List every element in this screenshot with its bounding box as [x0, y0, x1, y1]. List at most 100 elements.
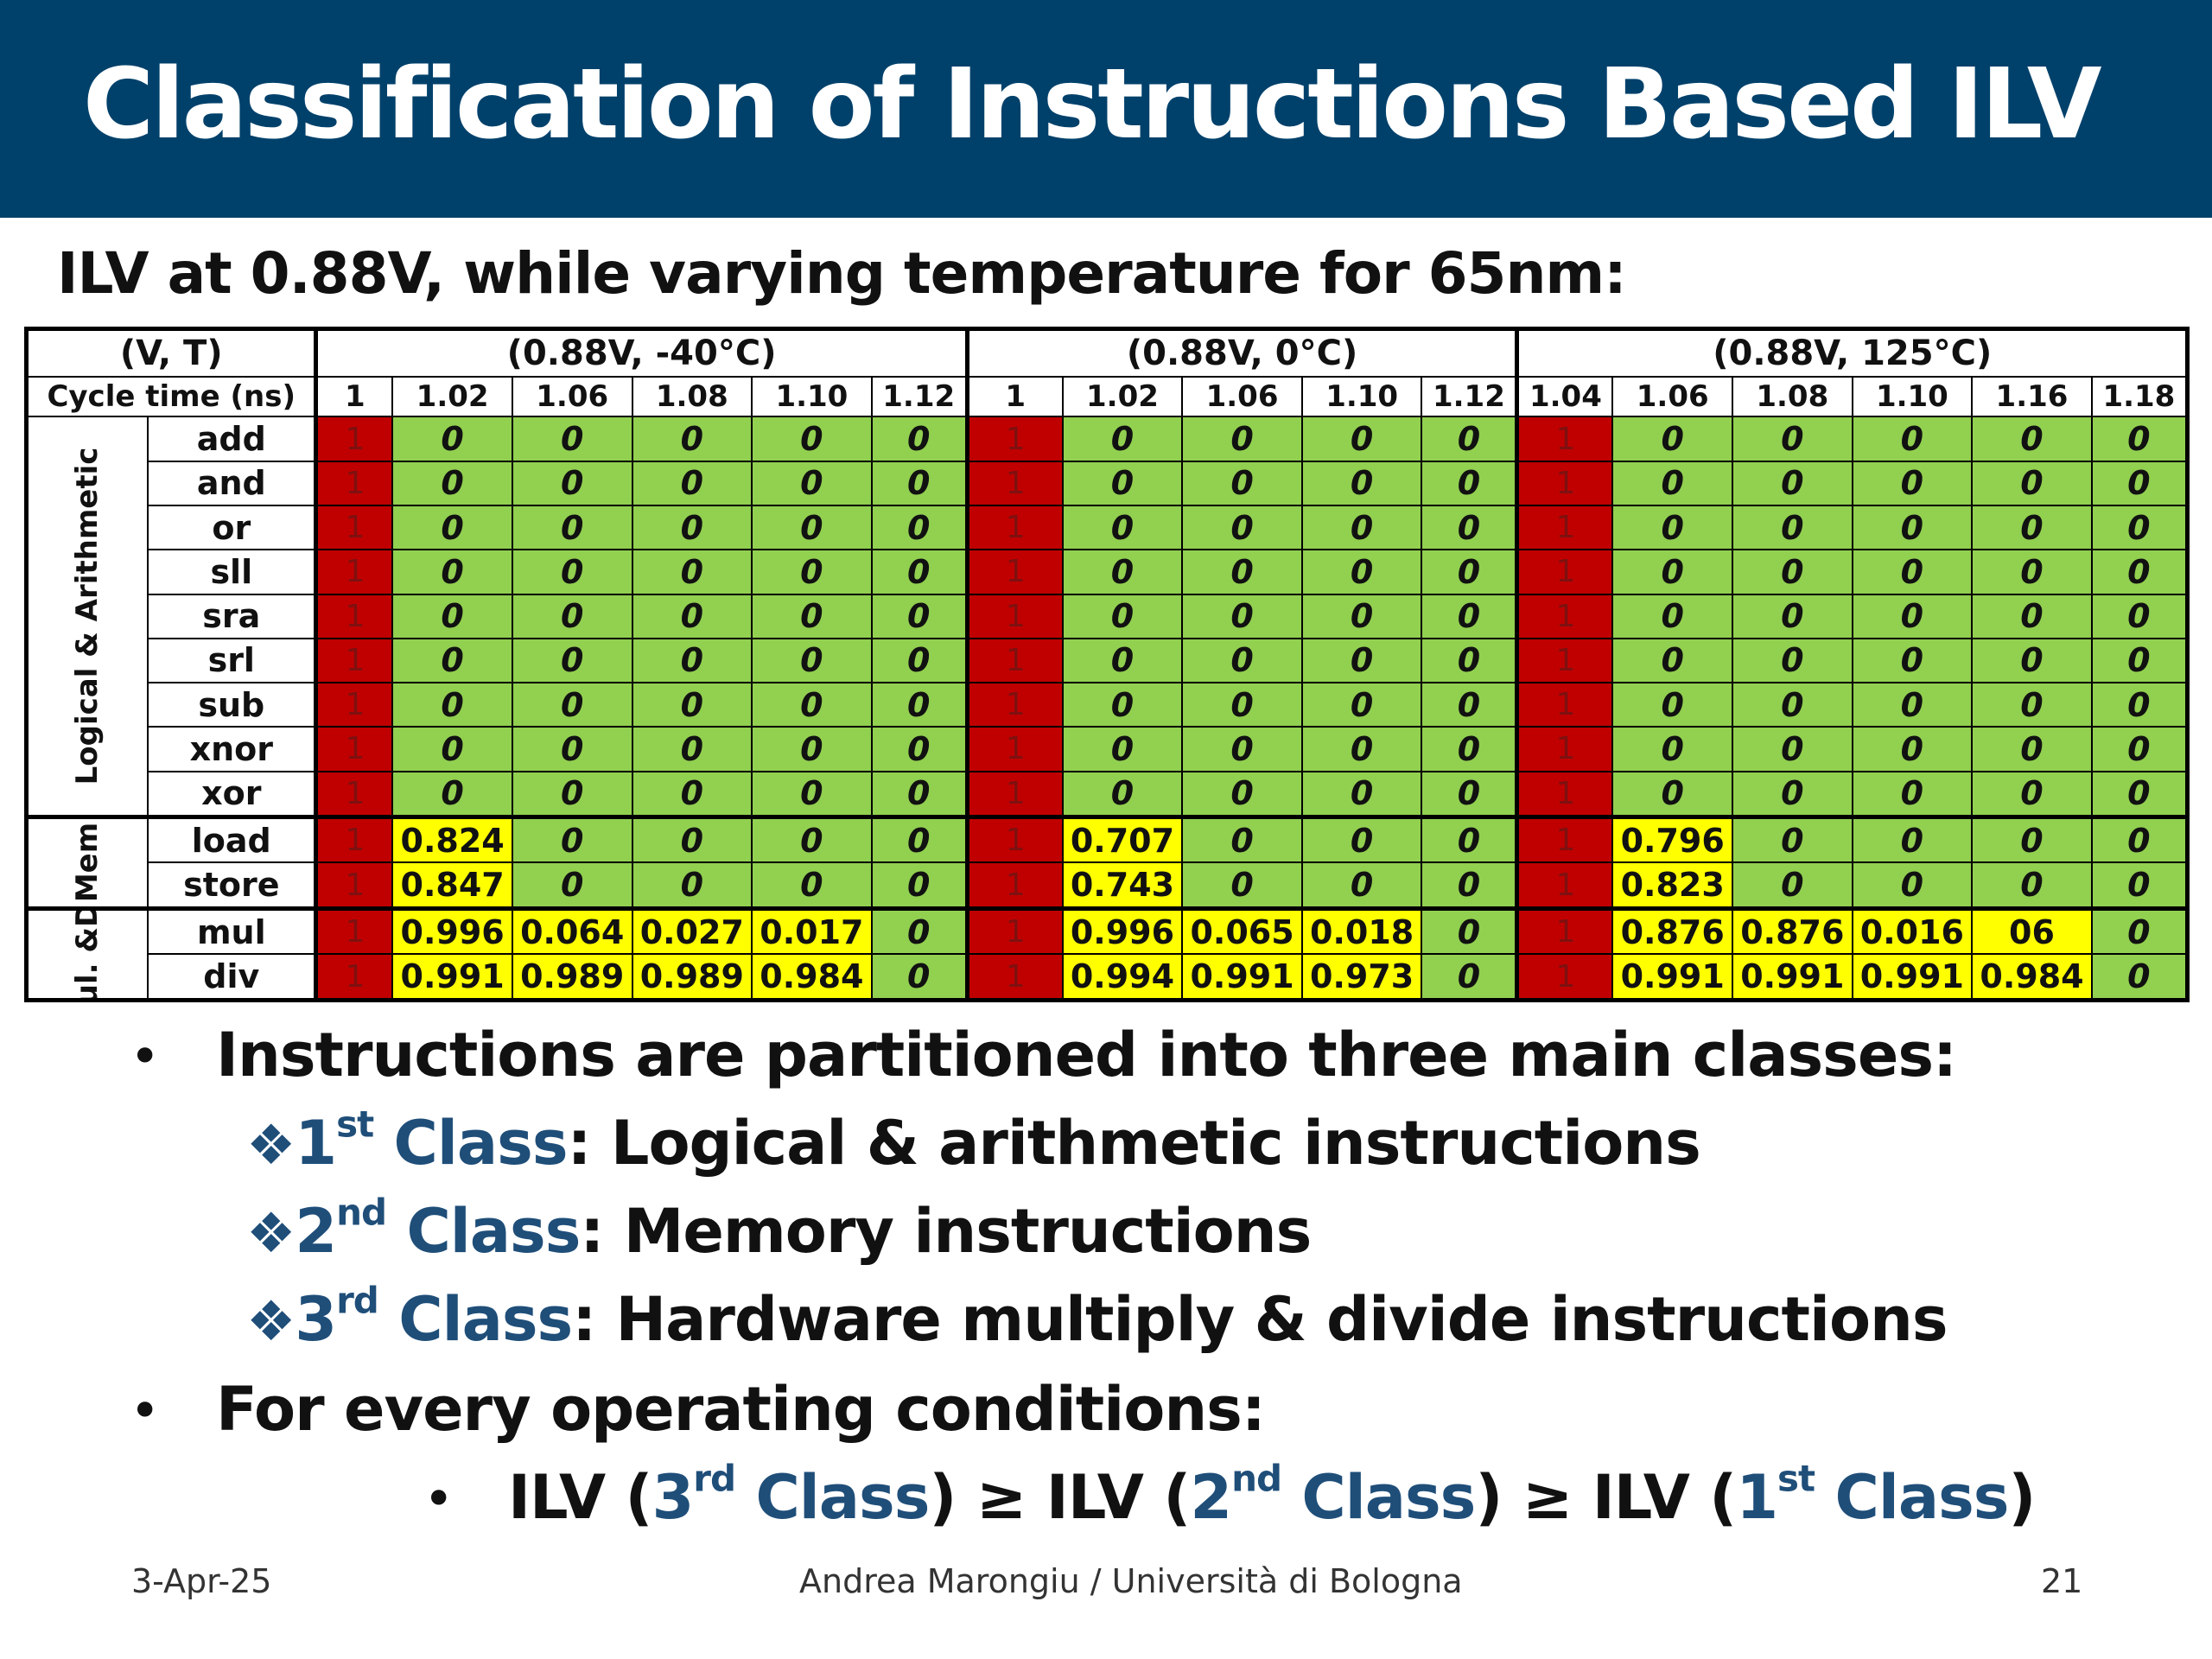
ilv-value-cell: 0 — [511, 416, 633, 462]
ilv-value-cell: 0 — [1300, 637, 1423, 684]
ilv-value-cell: 0 — [1421, 953, 1518, 1001]
cycle-time-cell: 1.02 — [1061, 375, 1184, 418]
ilv-value-cell: 0 — [2090, 861, 2189, 910]
ilv-value-cell: 0.989 — [631, 953, 753, 1001]
table-row: and 1 0 0 0 0 0 1 0 0 0 0 1 0 0 0 0 0 — [27, 460, 2189, 507]
diamond-bullet-icon: ❖ — [246, 1114, 296, 1178]
ilv-value-cell: 0 — [1851, 726, 1974, 772]
ilv-text: ILV — [1592, 1462, 1690, 1533]
ilv-value-cell: 0 — [1611, 549, 1733, 595]
ilv-value-cell: 0 — [870, 726, 969, 772]
instruction-name: load — [147, 815, 317, 864]
ilv-value-cell: 0 — [631, 726, 753, 772]
cycle-time-cell: 1.06 — [511, 375, 633, 418]
ilv-value-cell: 0 — [2090, 682, 2189, 728]
ilv-value-cell: 0 — [751, 593, 873, 639]
instruction-name: sra — [147, 593, 317, 639]
ilv-value-cell: 1 — [1515, 770, 1614, 818]
ilv-value-cell: 0 — [870, 815, 969, 864]
ilv-value-cell: 0 — [1421, 505, 1518, 551]
ilv-value-cell: 1 — [1515, 549, 1614, 595]
ilv-value-cell: 0 — [1300, 505, 1423, 551]
ilv-value-cell: 0 — [2090, 416, 2189, 462]
ilv-value-cell: 0 — [1300, 815, 1423, 864]
ilv-value-cell: 1 — [1515, 815, 1614, 864]
ilv-value-cell: 0.018 — [1300, 906, 1423, 956]
ilv-value-cell: 0.824 — [391, 815, 513, 864]
ilv-value-cell: 0 — [870, 416, 969, 462]
ilv-value-cell: 0 — [2090, 637, 2189, 684]
ilv-value-cell: 0 — [511, 861, 633, 910]
ilv-value-cell: 0 — [751, 726, 873, 772]
ilv-value-cell: 0 — [751, 815, 873, 864]
group-label-cell: Logical & Arithmetic — [25, 416, 149, 818]
cycle-time-header: Cycle time (ns) — [25, 375, 317, 418]
ilv-value-cell: 0 — [1732, 460, 1853, 507]
diamond-bullet-icon: ❖ — [246, 1202, 296, 1266]
ilv-value-cell: 0 — [1851, 682, 1974, 728]
class-word: Class — [393, 1108, 569, 1179]
ilv-value-cell: 0 — [1181, 861, 1303, 910]
class-word: Class — [755, 1462, 930, 1533]
ilv-value-cell: 0.796 — [1611, 815, 1733, 864]
ilv-value-cell: 0 — [751, 770, 873, 818]
cycle-time-cell: 1.08 — [631, 375, 753, 418]
ilv-value-cell: 06 — [1971, 906, 2093, 956]
class-ordinal: rd — [336, 1279, 379, 1322]
ilv-value-cell: 0 — [631, 861, 753, 910]
ilv-value-cell: 0 — [1971, 460, 2093, 507]
cycle-time-cell: 1 — [314, 375, 394, 418]
ilv-value-cell: 1 — [1515, 505, 1614, 551]
class-number: 1 — [295, 1108, 337, 1179]
ilv-value-cell: 1 — [964, 549, 1064, 595]
ilv-value-cell: 0 — [1421, 637, 1518, 684]
ilv-value-cell: 0 — [1851, 416, 1974, 462]
ilv-value-cell: 0 — [1732, 593, 1853, 639]
ilv-value-cell: 1 — [964, 861, 1064, 910]
ilv-inequality: ILV (3rd Class) ≥ ILV (2nd Class) ≥ ILV … — [508, 1457, 2036, 1533]
ilv-value-cell: 0.996 — [1061, 906, 1184, 956]
vt-header: (V, T) — [25, 327, 317, 378]
ilv-value-cell: 0 — [1851, 593, 1974, 639]
ilv-value-cell: 0 — [1851, 460, 1974, 507]
ilv-value-cell: 0 — [1421, 906, 1518, 956]
ilv-value-cell: 0 — [1061, 505, 1184, 551]
ilv-value-cell: 1 — [964, 906, 1064, 956]
slide-subtitle: ILV at 0.88V, while varying temperature … — [57, 240, 1627, 307]
ilv-value-cell: 0 — [511, 460, 633, 507]
instruction-name: or — [147, 505, 317, 551]
ilv-value-cell: 0 — [1300, 770, 1423, 818]
ilv-value-cell: 0 — [1851, 549, 1974, 595]
bullet-conditions: For every operating conditions: — [216, 1374, 1266, 1445]
ilv-value-cell: 0 — [1181, 682, 1303, 728]
ilv-value-cell: 1 — [1515, 416, 1614, 462]
ilv-value-cell: 0 — [1971, 815, 2093, 864]
ilv-value-cell: 0 — [1611, 682, 1733, 728]
ilv-value-cell: 0 — [1971, 637, 2093, 684]
footer-date: 3-Apr-25 — [131, 1562, 272, 1600]
ilv-value-cell: 0.823 — [1611, 861, 1733, 910]
ilv-value-cell: 0 — [1421, 726, 1518, 772]
ilv-value-cell: 0 — [1421, 861, 1518, 910]
ilv-value-cell: 0 — [511, 549, 633, 595]
ilv-text: ILV — [1046, 1462, 1144, 1533]
ilv-value-cell: 0 — [511, 770, 633, 818]
ilv-value-cell: 0 — [1971, 770, 2093, 818]
sub-bullet-dot: • — [423, 1469, 454, 1529]
ilv-value-cell: 0.994 — [1061, 953, 1184, 1001]
class-description: : Memory instructions — [580, 1196, 1312, 1267]
class-ordinal: nd — [336, 1191, 387, 1234]
ilv-value-cell: 0 — [1851, 505, 1974, 551]
ilv-value-cell: 0.027 — [631, 906, 753, 956]
ilv-value-cell: 1 — [964, 682, 1064, 728]
ilv-value-cell: 0 — [1971, 416, 2093, 462]
ilv-value-cell: 0 — [1421, 460, 1518, 507]
ilv-value-cell: 1 — [314, 861, 394, 910]
class-word: Class — [1301, 1462, 1476, 1533]
ilv-value-cell: 0 — [1300, 726, 1423, 772]
ilv-value-cell: 0.876 — [1611, 906, 1733, 956]
class-number: 1 — [1736, 1462, 1778, 1533]
ilv-value-cell: 0 — [751, 549, 873, 595]
ilv-value-cell: 1 — [314, 637, 394, 684]
ilv-value-cell: 0 — [1061, 726, 1184, 772]
